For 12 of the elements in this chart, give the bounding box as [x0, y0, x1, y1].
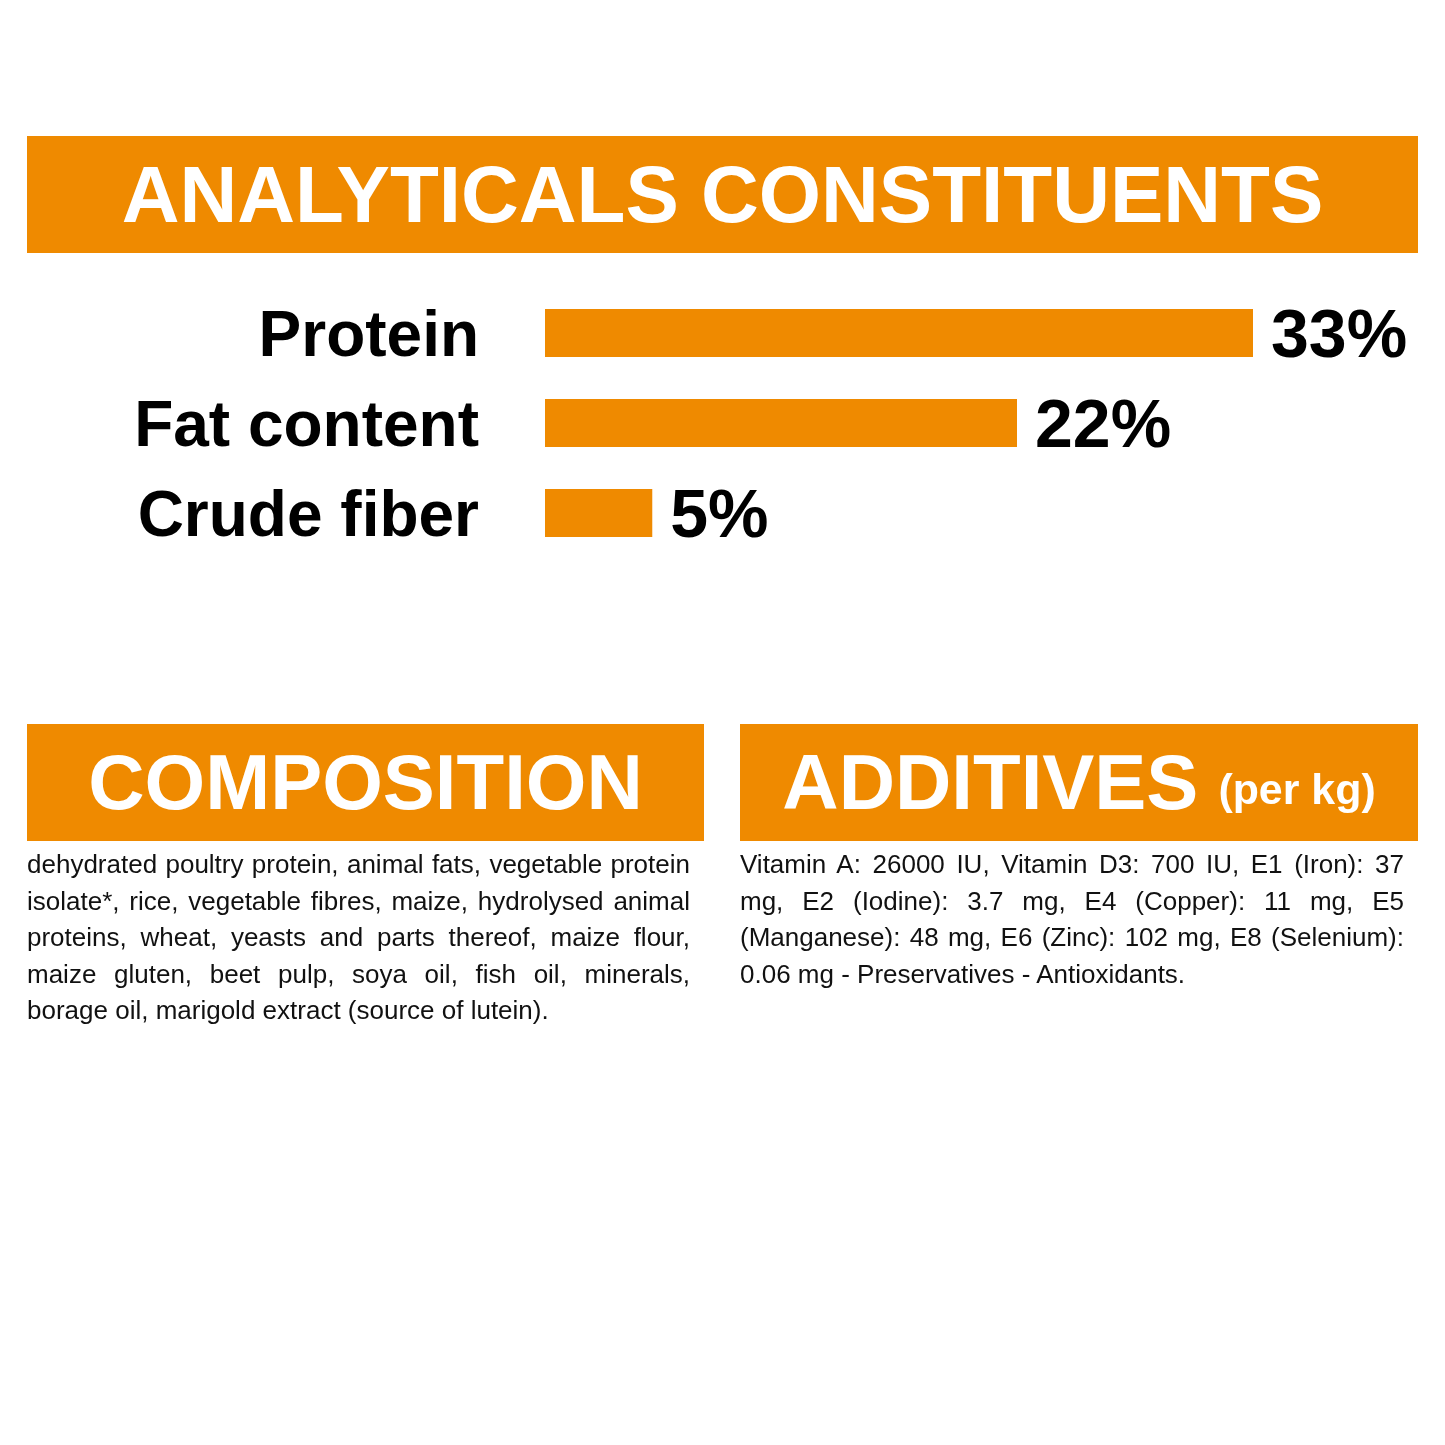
- text: COMPOSITION: [88, 737, 643, 828]
- y-tick-label: Protein: [258, 297, 479, 370]
- chart-title: ANALYTICALS CONSTITUENTS: [121, 148, 1324, 241]
- y-tick-label: Fat content: [134, 387, 479, 460]
- text: Vitamin A: 26000 IU, Vitamin D3: 700 IU, E1 (Iron): 37 mg, E2 (Iodine): 3.7 mg, E4 (Copper): 11 mg, E5 (Manganese): 48 mg, E6 (Zinc): 102 mg, E8 (Selenium): 0.06 mg - Preservatives - Antioxidants.: [740, 848, 1404, 991]
- text: (per kg): [1218, 765, 1376, 814]
- y-tick-label: Crude fiber: [137, 477, 479, 550]
- data-label: 33%: [1271, 295, 1408, 371]
- data-label: 22%: [1035, 385, 1172, 461]
- data-label: 5%: [670, 475, 769, 551]
- text: dehydrated poultry protein, animal fats, vegetable protein isolate*, rice, vegetable fibres, maize, hydrolysed animal proteins, wheat, yeasts and parts thereof, maize flour, maize gluten, beet pulp, soya oil, fish oil, minerals, borage oil, marigold extract (source of lutein).: [27, 848, 690, 1027]
- text: ADDITIVES: [782, 737, 1199, 828]
